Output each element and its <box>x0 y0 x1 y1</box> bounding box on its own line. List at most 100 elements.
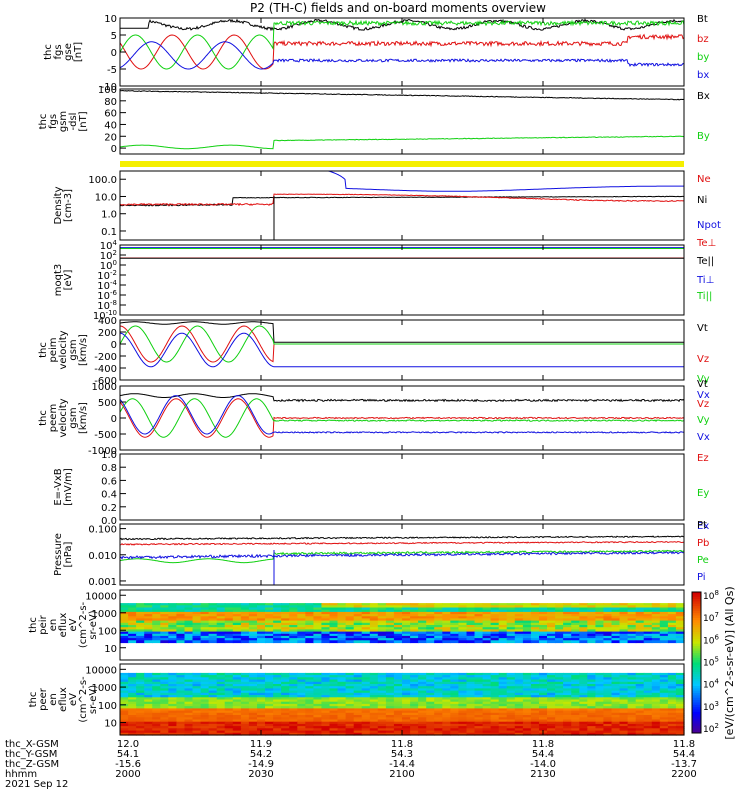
spectrogram-peir-cell <box>410 638 419 641</box>
spectrogram-peer-cell <box>547 688 556 692</box>
spectrogram-peer-cell <box>450 708 459 712</box>
spectrogram-peir-cell <box>571 616 580 620</box>
spectrogram-peir-cell <box>506 603 516 606</box>
spectrogram-peir-cell <box>410 618 419 622</box>
y-axis-label: [km/s] <box>78 402 89 434</box>
spectrogram-peer-cell <box>522 703 532 707</box>
spectrogram-peir-cell <box>329 629 339 633</box>
spectrogram-peer-cell <box>579 681 588 685</box>
spectrogram-peer-cell <box>345 697 355 701</box>
spectrogram-peir-cell <box>458 611 468 615</box>
spectrogram-peir-cell <box>418 609 427 613</box>
spectrogram-peer-cell <box>466 719 476 723</box>
spectrogram-peir-cell <box>603 605 613 609</box>
spectrogram-peir-cell <box>434 622 443 626</box>
spectrogram-peir-cell <box>281 638 290 641</box>
spectrogram-peer-cell <box>128 684 137 687</box>
spectrogram-peir-cell <box>402 633 411 637</box>
spectrogram-peer-cell <box>659 719 669 723</box>
spectrogram-peer-cell <box>434 697 443 701</box>
spectrogram-peer-cell <box>539 697 548 701</box>
spectrogram-peer-cell <box>297 675 306 678</box>
spectrogram-peer-cell <box>297 688 306 692</box>
colorbar-cell <box>692 592 701 595</box>
spectrogram-peir-cell <box>619 635 629 639</box>
spectrogram-peir-cell <box>289 625 298 628</box>
spectrogram-peir-cell <box>192 633 202 637</box>
spectrogram-peer-cell <box>667 684 677 687</box>
spectrogram-peer-cell <box>402 695 411 698</box>
spectrogram-peer-cell <box>152 679 161 683</box>
spectrogram-peer-cell <box>539 703 548 707</box>
x-tick-label: 2100 <box>389 769 414 780</box>
spectrogram-peer-cell <box>506 675 516 678</box>
spectrogram-peer-cell <box>498 677 508 681</box>
spectrogram-peer-cell <box>651 732 661 736</box>
spectrogram-peir-cell <box>184 635 194 639</box>
spectrogram-peir-cell <box>248 605 258 609</box>
spectrogram-peir-cell <box>305 635 314 639</box>
spectrogram-peir-cell <box>248 633 258 637</box>
spectrogram-peer-cell <box>289 692 298 696</box>
spectrogram-peer-cell <box>345 688 355 692</box>
spectrogram-peer-cell <box>595 710 605 714</box>
spectrogram-peer-cell <box>152 706 161 709</box>
spectrogram-peer-cell <box>393 715 403 718</box>
spectrogram-peir-cell <box>200 629 210 633</box>
spectrogram-peir-cell <box>281 618 290 622</box>
spectrogram-peer-cell <box>168 715 177 718</box>
spectrogram-peer-cell <box>377 681 387 685</box>
spectrogram-peer-cell <box>136 677 145 681</box>
spectrogram-peer-cell <box>216 688 226 692</box>
spectrogram-peer-cell <box>595 679 605 683</box>
spectrogram-peir-cell <box>611 603 621 606</box>
spectrogram-peer-cell <box>248 706 258 709</box>
spectrogram-peer-cell <box>329 710 339 714</box>
spectrogram-peer-cell <box>498 701 508 705</box>
spectrogram-peer-cell <box>547 732 556 736</box>
spectrogram-peer-cell <box>305 710 314 714</box>
spectrogram-peir-cell <box>257 622 266 626</box>
spectrogram-peir-cell <box>273 631 282 635</box>
spectrogram-peir-cell <box>418 614 427 617</box>
spectrogram-peer-cell <box>418 686 427 689</box>
spectrogram-peir-cell <box>313 640 323 644</box>
spectrogram-peer-cell <box>393 679 403 683</box>
spectrogram-peir-cell <box>361 603 371 606</box>
spectrogram-peer-cell <box>506 677 516 681</box>
y-axis-label: velocity <box>58 330 69 369</box>
spectrogram-peir-cell <box>240 622 250 626</box>
spectrogram-peer-cell <box>514 684 524 687</box>
spectrogram-peir-cell <box>184 611 194 615</box>
spectrogram-peer-cell <box>571 712 580 716</box>
spectrogram-peer-cell <box>579 726 588 729</box>
spectrogram-peer-cell <box>152 688 161 692</box>
spectrogram-peer-cell <box>393 697 403 701</box>
spectrogram-peer-cell <box>402 730 411 734</box>
spectrogram-peer-cell <box>369 688 379 692</box>
spectrogram-peir-cell <box>563 605 572 609</box>
spectrogram-peer-cell <box>466 706 476 709</box>
spectrogram-peer-cell <box>281 730 290 734</box>
spectrogram-peir-cell <box>297 640 306 644</box>
spectrogram-peer-cell <box>450 723 459 727</box>
spectrogram-peir-cell <box>337 609 347 613</box>
spectrogram-peir-cell <box>377 603 387 606</box>
spectrogram-peer-cell <box>345 699 355 703</box>
spectrogram-peer-cell <box>442 710 451 714</box>
spectrogram-peer-cell <box>136 715 145 718</box>
spectrogram-peer-cell <box>200 675 210 678</box>
spectrogram-peir-cell <box>595 633 605 637</box>
spectrogram-peer-cell <box>353 719 363 723</box>
spectrogram-peer-cell <box>120 690 129 694</box>
spectrogram-peer-cell <box>353 721 363 725</box>
spectrogram-peer-cell <box>402 732 411 736</box>
spectrogram-peir-cell <box>257 605 266 609</box>
spectrogram-peir-cell <box>224 625 234 628</box>
spectrogram-peer-cell <box>321 701 331 705</box>
spectrogram-peer-cell <box>514 719 524 723</box>
spectrogram-peer-cell <box>248 723 258 727</box>
colorbar-cell <box>692 629 701 633</box>
spectrogram-peir-cell <box>587 631 596 635</box>
spectrogram-peir-cell <box>539 616 548 620</box>
